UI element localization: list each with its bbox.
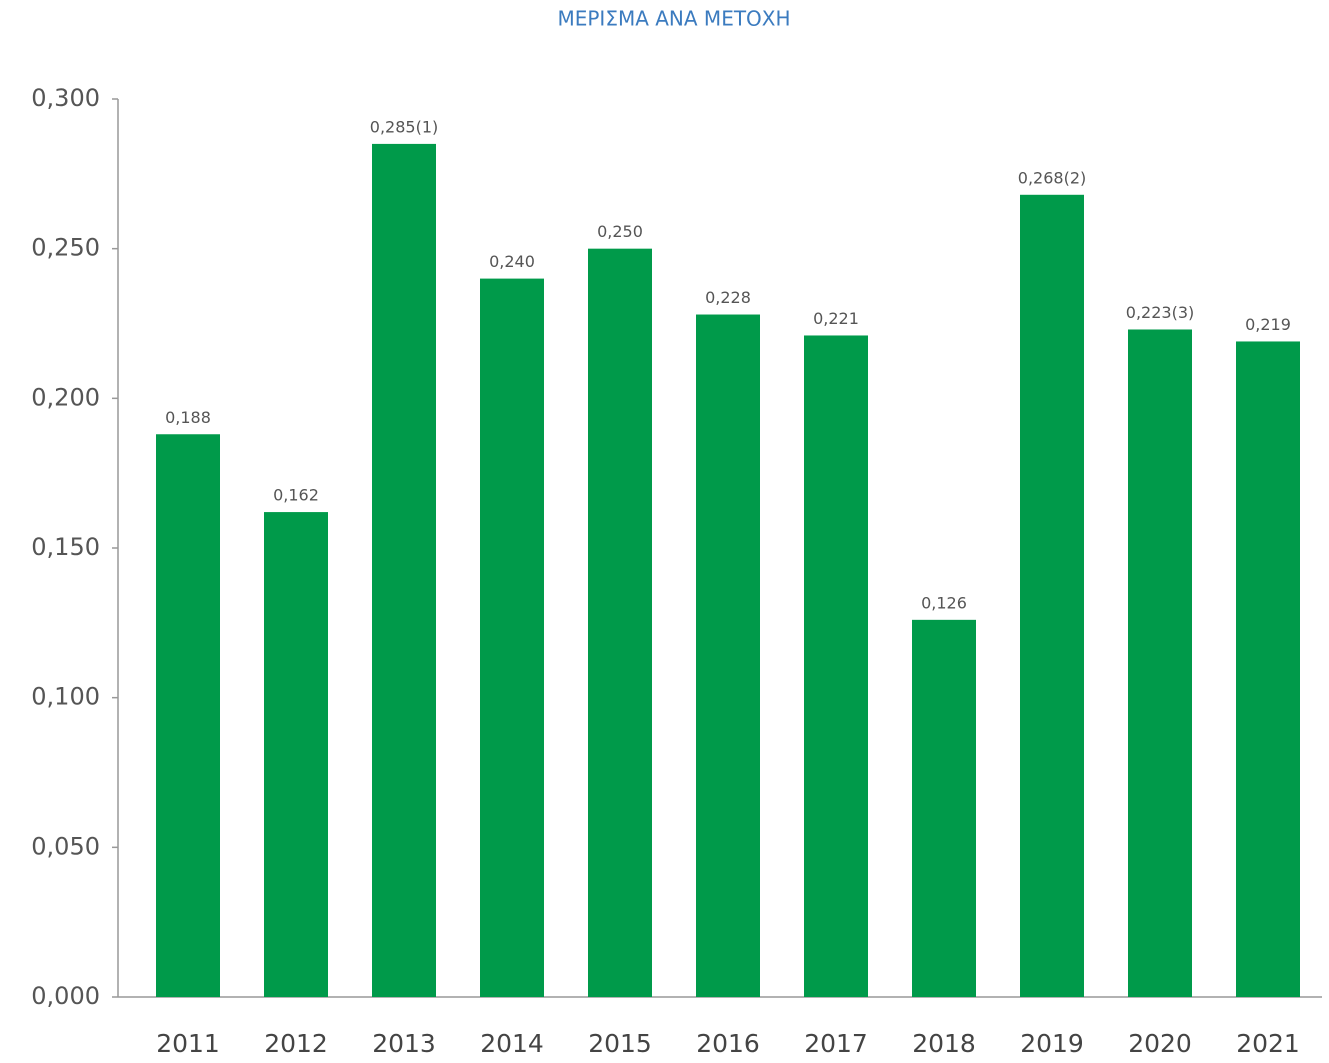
x-tick-label: 2019 (1020, 1029, 1084, 1058)
data-label: 0,188 (165, 408, 211, 427)
x-tick-label: 2020 (1128, 1029, 1192, 1058)
bar (696, 314, 760, 997)
y-tick-label: 0,000 (31, 982, 100, 1010)
x-tick-label: 2018 (912, 1029, 976, 1058)
x-tick-label: 2021 (1236, 1029, 1300, 1058)
x-tick-label: 2013 (372, 1029, 436, 1058)
bar (372, 143, 436, 997)
bar (1236, 341, 1300, 998)
bar (1020, 194, 1084, 997)
bar (480, 278, 544, 998)
y-tick-label: 0,150 (31, 533, 100, 561)
y-tick-label: 0,300 (31, 84, 100, 112)
bar (804, 335, 868, 997)
x-tick-label: 2011 (156, 1029, 220, 1058)
bar (1128, 329, 1192, 997)
data-label: 0,285(1) (370, 117, 438, 136)
data-label: 0,240 (489, 252, 535, 271)
bar (156, 434, 220, 998)
data-label: 0,268(2) (1018, 168, 1086, 187)
bar (912, 619, 976, 997)
data-label: 0,219 (1245, 315, 1291, 334)
chart-title: ΜΕΡΙΣΜΑ ΑΝΑ ΜΕΤΟΧΗ (557, 7, 790, 31)
y-tick-label: 0,250 (31, 234, 100, 262)
y-tick-label: 0,100 (31, 683, 100, 711)
bar (588, 248, 652, 997)
x-tick-label: 2015 (588, 1029, 652, 1058)
data-label: 0,223(3) (1126, 303, 1194, 322)
bar (264, 512, 328, 997)
data-label: 0,250 (597, 222, 643, 241)
x-tick-label: 2014 (480, 1029, 544, 1058)
data-label: 0,162 (273, 486, 319, 505)
y-tick-label: 0,050 (31, 832, 100, 860)
y-tick-label: 0,200 (31, 383, 100, 411)
x-tick-label: 2016 (696, 1029, 760, 1058)
data-label: 0,221 (813, 309, 859, 328)
data-label: 0,228 (705, 288, 751, 307)
data-label: 0,126 (921, 593, 967, 612)
x-tick-label: 2017 (804, 1029, 868, 1058)
x-tick-label: 2012 (264, 1029, 328, 1058)
